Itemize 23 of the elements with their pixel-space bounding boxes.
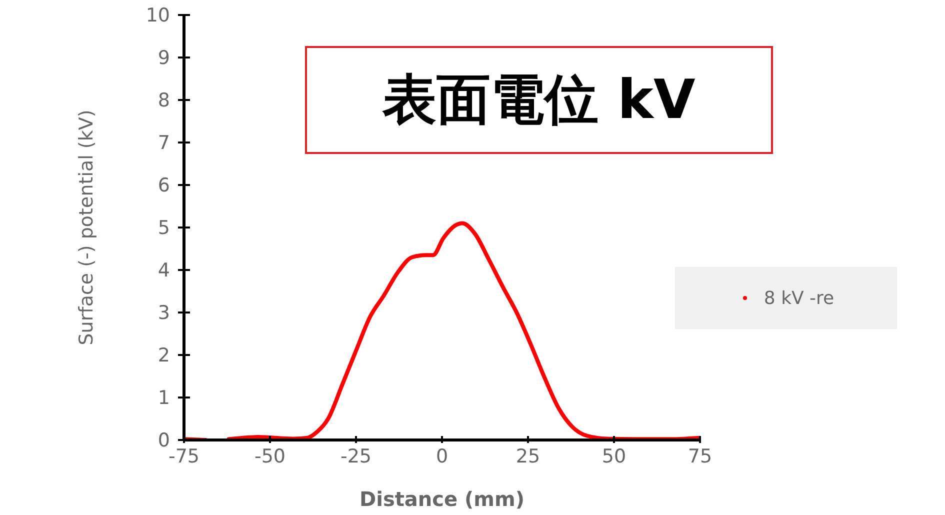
x-tick-label: -25	[340, 445, 372, 468]
x-tick-label: 0	[436, 445, 448, 468]
y-tick-label: 2	[158, 344, 170, 367]
x-tick-label: 25	[516, 445, 540, 468]
legend-panel: 8 kV -re	[675, 267, 897, 329]
y-tick-label: 5	[158, 217, 170, 240]
y-tick-label: 0	[158, 430, 170, 452]
y-tick-label: 10	[146, 4, 170, 27]
x-tick-label: 75	[688, 445, 712, 468]
y-tick-label: 6	[158, 174, 170, 197]
y-tick-label: 8	[158, 90, 170, 112]
x-tick-label: 50	[602, 445, 626, 468]
legend-label: 8 kV -re	[764, 288, 834, 308]
y-tick-label: 3	[158, 302, 170, 324]
y-axis-title: Surface (-) potential (kV)	[76, 110, 98, 346]
x-tick-label: -50	[254, 445, 286, 468]
x-tick-label: -75	[168, 445, 200, 468]
y-tick-label: 9	[158, 47, 170, 70]
y-tick-label: 7	[158, 132, 170, 154]
annotation: 表面電位 kV	[305, 46, 773, 154]
y-tick-label: 1	[158, 387, 170, 410]
y-tick-label: 4	[158, 260, 170, 282]
x-axis-title: Distance (mm)	[360, 487, 524, 511]
